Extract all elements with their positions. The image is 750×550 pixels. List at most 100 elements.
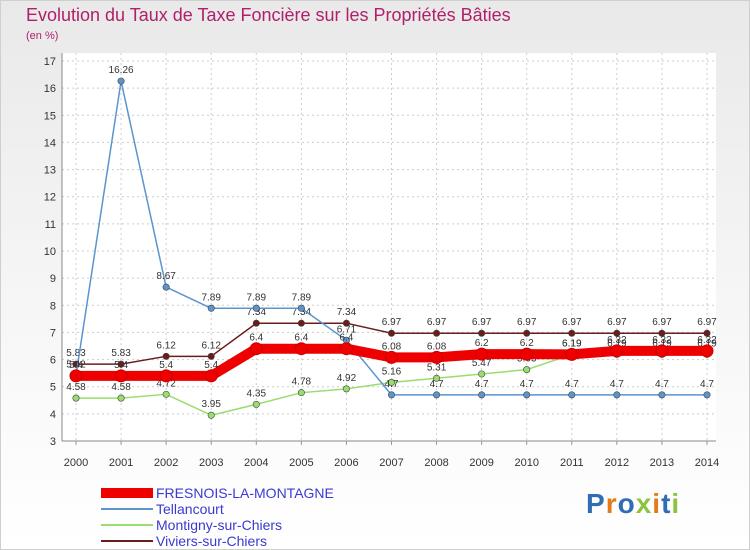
data-point xyxy=(117,360,125,368)
data-label: 6.4 xyxy=(294,333,308,344)
x-tick-label: 2006 xyxy=(334,457,358,469)
x-tick-label: 2005 xyxy=(289,457,313,469)
data-label: 7.34 xyxy=(337,307,357,318)
data-point xyxy=(207,411,215,419)
data-label: 6.19 xyxy=(652,338,672,349)
data-label: 6.97 xyxy=(697,317,717,328)
legend-swatch-montigny xyxy=(101,524,153,526)
y-tick-label: 7 xyxy=(50,327,56,339)
data-point xyxy=(433,329,441,337)
logo-letter: o xyxy=(617,488,636,519)
data-label: 6.4 xyxy=(339,333,353,344)
data-point xyxy=(387,378,395,386)
data-point xyxy=(568,329,576,337)
data-label: 8.67 xyxy=(156,271,176,282)
legend-swatch-viviers xyxy=(101,540,153,542)
data-label: 5.83 xyxy=(111,348,131,359)
data-label: 6.97 xyxy=(472,317,492,328)
data-point xyxy=(703,329,711,337)
data-label: 5.42 xyxy=(66,359,86,370)
y-tick-label: 16 xyxy=(44,83,56,95)
data-label: 6.08 xyxy=(427,341,447,352)
y-tick-label: 13 xyxy=(44,165,56,177)
data-label: 5.4 xyxy=(159,360,173,371)
data-point xyxy=(520,347,534,361)
data-label: 4.7 xyxy=(700,379,714,390)
data-label: 6.2 xyxy=(520,338,534,349)
x-tick-label: 2013 xyxy=(650,457,674,469)
data-point xyxy=(297,389,305,397)
data-point xyxy=(342,319,350,327)
data-label: 7.34 xyxy=(247,307,267,318)
data-label: 7.89 xyxy=(201,292,221,303)
data-label: 6.97 xyxy=(517,317,537,328)
data-label: 4.7 xyxy=(610,379,624,390)
data-point xyxy=(568,391,576,399)
data-point xyxy=(700,344,714,358)
data-label: 4.7 xyxy=(430,379,444,390)
logo-letter: i xyxy=(652,488,662,519)
legend-label-montigny: Montigny-sur-Chiers xyxy=(156,517,283,533)
logo-letter: t xyxy=(661,488,672,519)
data-point xyxy=(523,329,531,337)
unit-label: (en %) xyxy=(26,30,59,42)
data-point xyxy=(613,391,621,399)
data-point xyxy=(297,319,305,327)
data-label: 6.19 xyxy=(562,338,582,349)
data-label: 6.19 xyxy=(562,338,582,349)
data-point xyxy=(297,304,305,312)
y-tick-label: 10 xyxy=(44,246,56,258)
data-label: 4.7 xyxy=(475,379,489,390)
data-label: 6.19 xyxy=(697,338,717,349)
data-point xyxy=(69,369,83,383)
data-point xyxy=(478,370,486,378)
y-tick-label: 15 xyxy=(44,110,56,122)
data-point xyxy=(703,391,711,399)
legend-label-fresnois: FRESNOIS-LA-MONTAGNE xyxy=(156,485,334,501)
chart-title: Evolution du Taux de Taxe Foncière sur l… xyxy=(26,5,511,25)
data-label: 5.4 xyxy=(204,360,218,371)
data-label: 6.32 xyxy=(697,335,717,346)
data-label: 4.72 xyxy=(156,378,176,389)
data-label: 4.7 xyxy=(655,379,669,390)
logo-letter: i xyxy=(671,488,681,519)
data-point xyxy=(387,391,395,399)
data-label: 6.71 xyxy=(337,324,357,335)
x-tick-label: 2003 xyxy=(199,457,223,469)
data-point xyxy=(478,391,486,399)
data-point xyxy=(565,347,579,361)
logo-letter: P xyxy=(586,488,606,519)
data-label: 6.08 xyxy=(382,341,402,352)
data-point xyxy=(478,329,486,337)
data-point xyxy=(655,344,669,358)
data-point xyxy=(252,304,260,312)
data-point xyxy=(252,400,260,408)
data-point xyxy=(207,304,215,312)
data-label: 4.92 xyxy=(337,373,357,384)
data-label: 5.31 xyxy=(427,362,447,373)
data-label: 6.2 xyxy=(475,338,489,349)
x-tick-label: 2000 xyxy=(64,457,88,469)
data-label: 6.12 xyxy=(156,340,176,351)
x-tick-label: 2012 xyxy=(605,457,629,469)
data-label: 4.58 xyxy=(66,382,86,393)
data-label: 4.35 xyxy=(247,388,267,399)
data-point xyxy=(430,350,444,364)
data-label: 7.89 xyxy=(247,292,267,303)
data-label: 6.97 xyxy=(427,317,447,328)
data-point xyxy=(162,283,170,291)
data-point xyxy=(162,352,170,360)
data-label: 6.97 xyxy=(607,317,627,328)
data-label: 6.32 xyxy=(652,335,672,346)
y-tick-label: 11 xyxy=(45,219,56,231)
x-tick-label: 2001 xyxy=(109,457,133,469)
data-label: 6.32 xyxy=(607,335,627,346)
data-point xyxy=(117,394,125,402)
data-label: 6.97 xyxy=(652,317,672,328)
data-label: 5.47 xyxy=(472,358,492,369)
x-tick-label: 2008 xyxy=(424,457,448,469)
data-label: 3.95 xyxy=(201,399,221,410)
data-label: 4.78 xyxy=(292,377,312,388)
